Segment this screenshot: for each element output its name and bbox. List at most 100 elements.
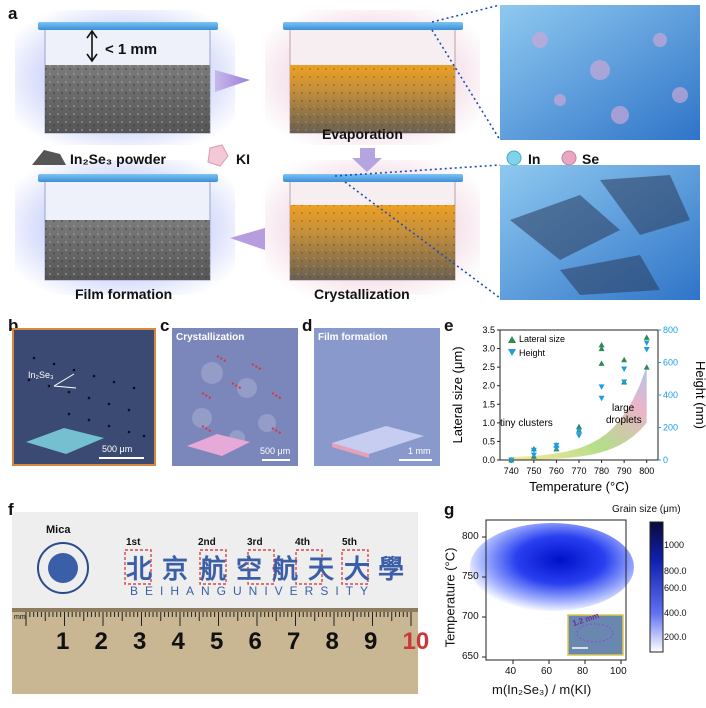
panel-c-image: Crystallization 500 μm (172, 328, 298, 466)
x-tick-label: 750 (526, 466, 541, 476)
ruler-number: 1 (56, 628, 70, 655)
panel-b-label: b (8, 316, 19, 335)
g-xtick-100: 100 (610, 666, 627, 677)
panel-g-heatmap (470, 519, 664, 664)
svg-text:空: 空 (236, 554, 262, 584)
x-tick-label: 790 (617, 466, 632, 476)
height-point (598, 395, 605, 402)
latin-university-name: BEIHANGUNIVERSITY (130, 584, 376, 598)
colorbar-tick-800: 800.0 (664, 566, 687, 576)
legend-label-height: Height (519, 348, 546, 358)
ruler-number: 7 (287, 628, 301, 655)
panel-d-label: d (302, 316, 313, 335)
svg-text:航: 航 (272, 554, 298, 584)
annotation-large: large (612, 403, 635, 414)
rank-3rd: 3rd (247, 537, 263, 548)
g-xlabel: m(In₂Se₃) / m(KI) (492, 682, 592, 697)
height-point (553, 442, 560, 449)
ruler-number: 5 (210, 628, 224, 655)
panel-b-image: In₂Se₃ 500 μm (12, 328, 156, 466)
svg-text:京: 京 (162, 554, 188, 584)
lateral-size-point (598, 341, 605, 348)
colorbar-tick-1000: 1000 (664, 540, 685, 550)
annotation-tiny-clusters: tiny clusters (500, 418, 553, 429)
g-ytick-800: 800 (462, 531, 479, 542)
ruler-unit: mm (14, 614, 26, 621)
x-tick-label: 740 (504, 466, 519, 476)
height-point (530, 452, 537, 459)
panel-a-schematic (15, 4, 700, 300)
lateral-size-point (598, 360, 605, 366)
lateral-size-point (643, 364, 650, 370)
annotation-droplets: droplets (606, 415, 642, 426)
mica-label: Mica (46, 524, 71, 536)
svg-text:學: 學 (378, 554, 404, 584)
ruler-number: 8 (325, 628, 339, 655)
y-axis-label: Lateral size (μm) (450, 346, 465, 443)
y2-tick-label: 800 (663, 325, 678, 335)
panel-d-scale: 1 mm (408, 446, 431, 456)
panel-b-scale: 500 μm (102, 444, 133, 454)
panel-g-label: g (444, 500, 455, 519)
panel-f-label: f (8, 500, 14, 519)
y2-axis-label: Height (nm) (693, 361, 706, 429)
x-tick-label: 760 (549, 466, 564, 476)
evaporation-label: Evaporation (322, 126, 403, 142)
g-ytick-700: 700 (462, 611, 479, 622)
y2-tick-label: 400 (663, 390, 678, 400)
legend-label-lateral: Lateral size (519, 334, 565, 344)
y-tick-label: 0.5 (482, 436, 495, 446)
svg-text:大: 大 (344, 554, 370, 584)
y-tick-label: 1.5 (482, 399, 495, 409)
film-formation-label: Film formation (75, 286, 173, 302)
crystallization-label: Crystallization (314, 286, 410, 302)
y2-tick-label: 0 (663, 455, 668, 465)
ki-crystal-icon (207, 144, 229, 167)
legend-marker-lateral (508, 336, 516, 343)
arrow-to-evaporation-icon (215, 70, 250, 92)
y-tick-label: 3.5 (482, 325, 495, 335)
svg-text:北: 北 (126, 554, 152, 584)
y2-tick-label: 600 (663, 358, 678, 368)
panel-c-title: Crystallization (176, 332, 245, 343)
panel-e-label: e (444, 316, 454, 335)
colorbar-tick-600: 600.0 (664, 583, 687, 593)
height-point (598, 384, 605, 390)
se-atom-icon (561, 150, 577, 166)
ruler-number: 6 (248, 628, 262, 655)
height-point (643, 340, 650, 346)
ruler-number: 10 (402, 628, 430, 655)
rank-5th: 5th (342, 537, 357, 548)
y-tick-label: 2.5 (482, 362, 495, 372)
height-point (643, 347, 650, 353)
y-tick-label: 3.0 (482, 344, 495, 354)
y-tick-label: 1.0 (482, 418, 495, 428)
powder-icon (32, 150, 66, 165)
panel-c-scale: 500 μm (260, 446, 291, 456)
x-tick-label: 770 (571, 466, 586, 476)
gap-label: < 1 mm (105, 41, 158, 58)
g-xtick-40: 40 (505, 666, 517, 677)
y-tick-label: 0.0 (482, 455, 495, 465)
lateral-size-point (643, 334, 650, 340)
panel-d-image: Film formation 1 mm (314, 328, 440, 466)
height-point (553, 446, 560, 452)
lateral-size-point (576, 423, 582, 430)
colorbar-title: Grain size (μm) (612, 504, 681, 515)
height-point (576, 428, 582, 434)
x-tick-label: 780 (594, 466, 609, 476)
x-tick-label: 800 (639, 466, 654, 476)
g-ytick-650: 650 (462, 651, 479, 662)
height-point (621, 379, 628, 385)
colorbar-tick-200: 200.0 (664, 632, 687, 642)
height-point (508, 457, 515, 463)
trend-band (511, 366, 647, 460)
panel-e-chart: 740 750 760 770 780 790 800 0.0 0.5 1.0 1.5 2.0 2.5 3… (450, 325, 706, 494)
svg-text:航: 航 (200, 554, 226, 584)
lateral-size-point (598, 345, 605, 352)
in2se3-annotation: In₂Se₃ (28, 370, 54, 380)
ruler-number: 4 (171, 628, 185, 655)
rank-2nd: 2nd (198, 537, 216, 548)
rank-1st: 1st (126, 537, 141, 548)
legend-marker-height (508, 349, 516, 356)
